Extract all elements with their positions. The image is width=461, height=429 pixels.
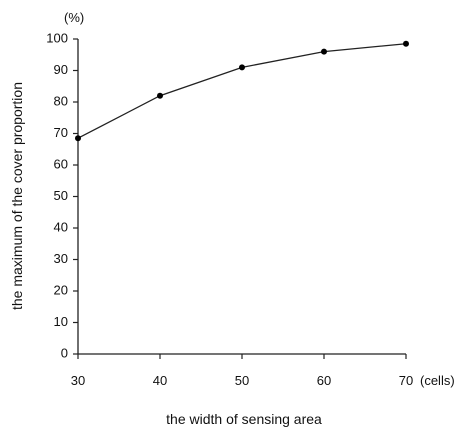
series-line bbox=[77, 43, 407, 139]
series-group bbox=[75, 40, 409, 142]
y-axis-title: the maximum of the cover proportion bbox=[9, 82, 25, 310]
x-unit-label: (cells) bbox=[420, 373, 455, 388]
x-tick-label: 40 bbox=[153, 373, 167, 388]
data-point bbox=[157, 92, 163, 99]
y-tick-label: 70 bbox=[54, 125, 68, 140]
x-tick-label: 50 bbox=[235, 373, 249, 388]
data-point bbox=[239, 64, 245, 71]
y-tick-label: 90 bbox=[54, 62, 68, 77]
y-tick-label: 40 bbox=[54, 219, 68, 234]
y-axis: 0 10 20 30 40 50 60 70 80 90 100 bbox=[46, 30, 79, 360]
y-tick-label: 20 bbox=[54, 282, 68, 297]
y-tick-label: 10 bbox=[54, 314, 68, 329]
y-unit-label: (%) bbox=[64, 10, 84, 25]
data-point bbox=[403, 40, 409, 47]
x-tick-label: 60 bbox=[317, 373, 331, 388]
x-axis: 30 40 50 60 70 bbox=[71, 353, 413, 388]
x-tick-label: 70 bbox=[399, 373, 413, 388]
y-tick-label: 30 bbox=[54, 251, 68, 266]
y-tick-label: 60 bbox=[54, 156, 68, 171]
y-tick-label: 100 bbox=[46, 30, 68, 45]
data-point bbox=[75, 135, 81, 142]
x-tick-label: 30 bbox=[71, 373, 85, 388]
y-tick-label: 50 bbox=[54, 188, 68, 203]
x-axis-title: the width of sensing area bbox=[166, 411, 322, 427]
y-tick-label: 80 bbox=[54, 93, 68, 108]
y-tick-label: 0 bbox=[61, 345, 68, 360]
data-point bbox=[321, 48, 327, 55]
